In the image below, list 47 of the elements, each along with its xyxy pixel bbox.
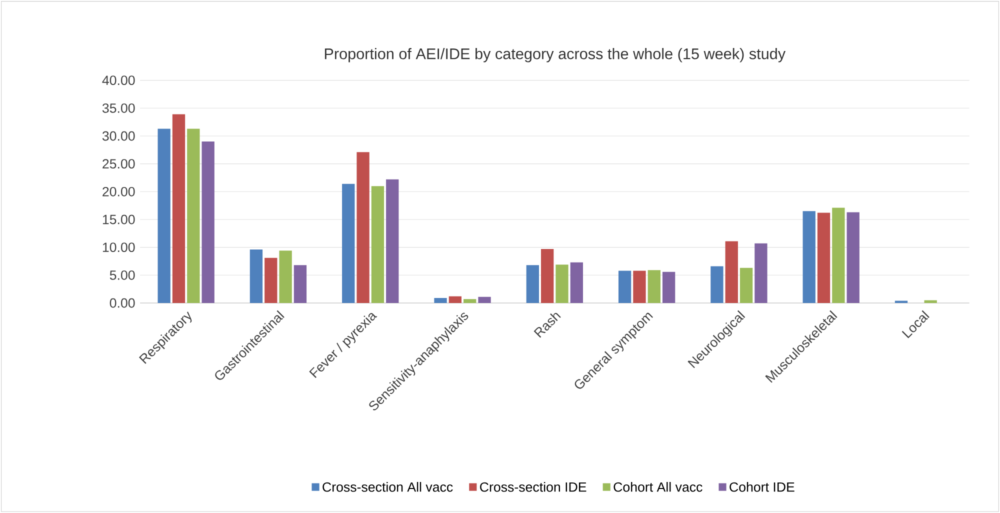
bar (172, 114, 186, 303)
y-tick-label: 5.00 (110, 270, 135, 280)
bar (448, 296, 462, 303)
bar (434, 298, 447, 303)
y-tick-label: 15.00 (102, 214, 135, 224)
bar (294, 265, 307, 303)
bar (740, 268, 753, 303)
chart-title: Proportion of AEI/IDE by category across the whole (15 week) study (324, 48, 786, 62)
bar (832, 208, 845, 303)
bar (386, 179, 399, 303)
bar (158, 128, 170, 303)
bar (817, 212, 830, 303)
bar (662, 272, 676, 303)
bar (754, 243, 768, 303)
y-tick-label: 35.00 (102, 103, 135, 113)
bar (725, 241, 738, 303)
bar (464, 299, 476, 303)
bar (556, 264, 568, 303)
bar (342, 184, 355, 303)
bar (279, 250, 292, 303)
bar (648, 270, 660, 303)
bar (802, 211, 816, 303)
bar (618, 270, 632, 303)
bar (187, 128, 200, 303)
y-tick-label: 25.00 (102, 159, 135, 169)
bar (356, 152, 370, 303)
bar (710, 266, 724, 303)
y-tick-label: 30.00 (102, 131, 135, 141)
y-tick-label: 40.00 (102, 76, 135, 86)
bar (846, 212, 860, 303)
bar (570, 262, 583, 303)
bar (478, 296, 491, 303)
legend-label: Cohort IDE (730, 482, 794, 492)
y-tick-label: 10.00 (102, 242, 135, 252)
y-tick-label: 0.00 (110, 298, 135, 308)
bar (250, 250, 263, 303)
bar (924, 300, 937, 303)
bar (264, 258, 278, 303)
bar (202, 142, 214, 303)
legend-label: Cross-section All vacc (322, 482, 453, 492)
bar (526, 265, 539, 303)
y-tick-label: 20.00 (102, 186, 135, 196)
bar (371, 186, 384, 303)
bar (633, 270, 646, 303)
legend-label: Cohort All vacc (614, 482, 702, 492)
bar (541, 248, 554, 303)
legend-label: Cross-section IDE (480, 482, 586, 492)
